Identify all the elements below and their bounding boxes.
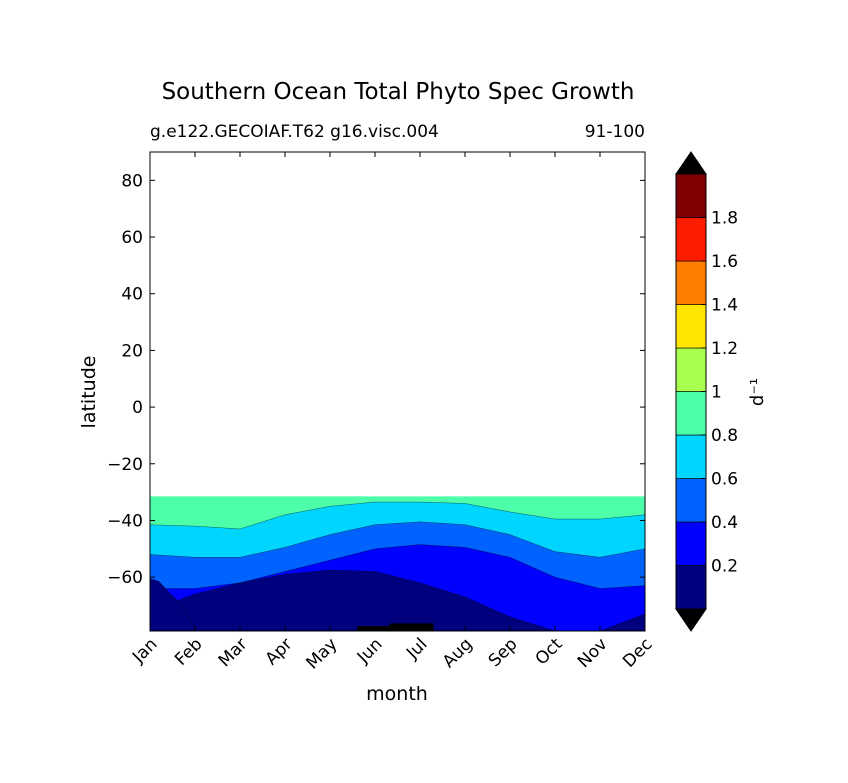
y-tick-label: −60 <box>107 568 143 588</box>
y-axis-label: latitude <box>78 356 100 429</box>
x-tick-label: Nov <box>574 634 612 672</box>
x-tick-label: Feb <box>171 634 206 669</box>
colorbar-tick-label: 1.4 <box>711 296 738 316</box>
plot-area-frame <box>149 151 646 632</box>
colorbar-tick-label: 1 <box>711 383 722 403</box>
x-tick-label: May <box>303 634 342 673</box>
colorbar-extend-under <box>675 608 707 632</box>
colorbar-segment <box>675 565 707 610</box>
x-tick-label: Oct <box>532 634 567 669</box>
colorbar-tick-label: 0.4 <box>711 513 738 533</box>
y-tick-label: 20 <box>121 341 143 361</box>
y-tick-label: 80 <box>121 171 143 191</box>
x-tick-label: Aug <box>439 634 477 672</box>
chart-subtitle-right: 91-100 <box>585 122 645 142</box>
y-axis: 80 60 40 20 0 −20 −40 −60 <box>107 171 645 588</box>
chart-subtitle-left: g.e122.GECOIAF.T62 g16.visc.004 <box>150 122 439 142</box>
colorbar-segment <box>675 434 707 479</box>
x-tick-label: Apr <box>262 634 297 669</box>
x-tick-label: Mar <box>215 634 252 671</box>
x-tick-label: Dec <box>619 634 656 671</box>
contour-band-under <box>357 623 434 631</box>
y-tick-label: 60 <box>121 228 143 248</box>
colorbar-tick-label: 1.8 <box>711 209 738 229</box>
colorbar-segment <box>675 304 707 349</box>
colorbar-segment <box>675 478 707 523</box>
colorbar-extend-over <box>675 151 707 175</box>
colorbar-segment <box>675 347 707 392</box>
y-tick-label: −40 <box>107 511 143 531</box>
colorbar-tick-label: 0.6 <box>711 470 738 490</box>
y-tick-label: 40 <box>121 285 143 305</box>
y-tick-label: −20 <box>107 455 143 475</box>
x-tick-label: Sep <box>485 634 522 671</box>
colorbar-tick-label: 0.2 <box>711 557 738 577</box>
chart-title: Southern Ocean Total Phyto Spec Growth <box>162 79 635 105</box>
colorbar-segment <box>675 391 707 436</box>
y-tick-label: 0 <box>132 398 143 418</box>
contour-field <box>150 496 645 631</box>
x-tick-label: Jul <box>402 634 431 663</box>
colorbar: 0.2 0.4 0.6 0.8 1 1.2 1.4 1.6 1.8 <box>675 151 738 632</box>
colorbar-segment <box>675 521 707 566</box>
colorbar-label: d⁻¹ <box>747 378 768 406</box>
x-axis-label: month <box>366 683 428 705</box>
x-tick-label: Jun <box>353 634 387 668</box>
contour-band-below-0.2 <box>150 569 645 631</box>
colorbar-tick-label: 0.8 <box>711 426 738 446</box>
colorbar-segment <box>675 173 707 218</box>
colorbar-tick-label: 1.2 <box>711 339 738 359</box>
x-tick-label: Jan <box>128 634 161 667</box>
colorbar-segment <box>675 217 707 262</box>
colorbar-tick-label: 1.6 <box>711 252 738 272</box>
colorbar-segment <box>675 260 707 305</box>
